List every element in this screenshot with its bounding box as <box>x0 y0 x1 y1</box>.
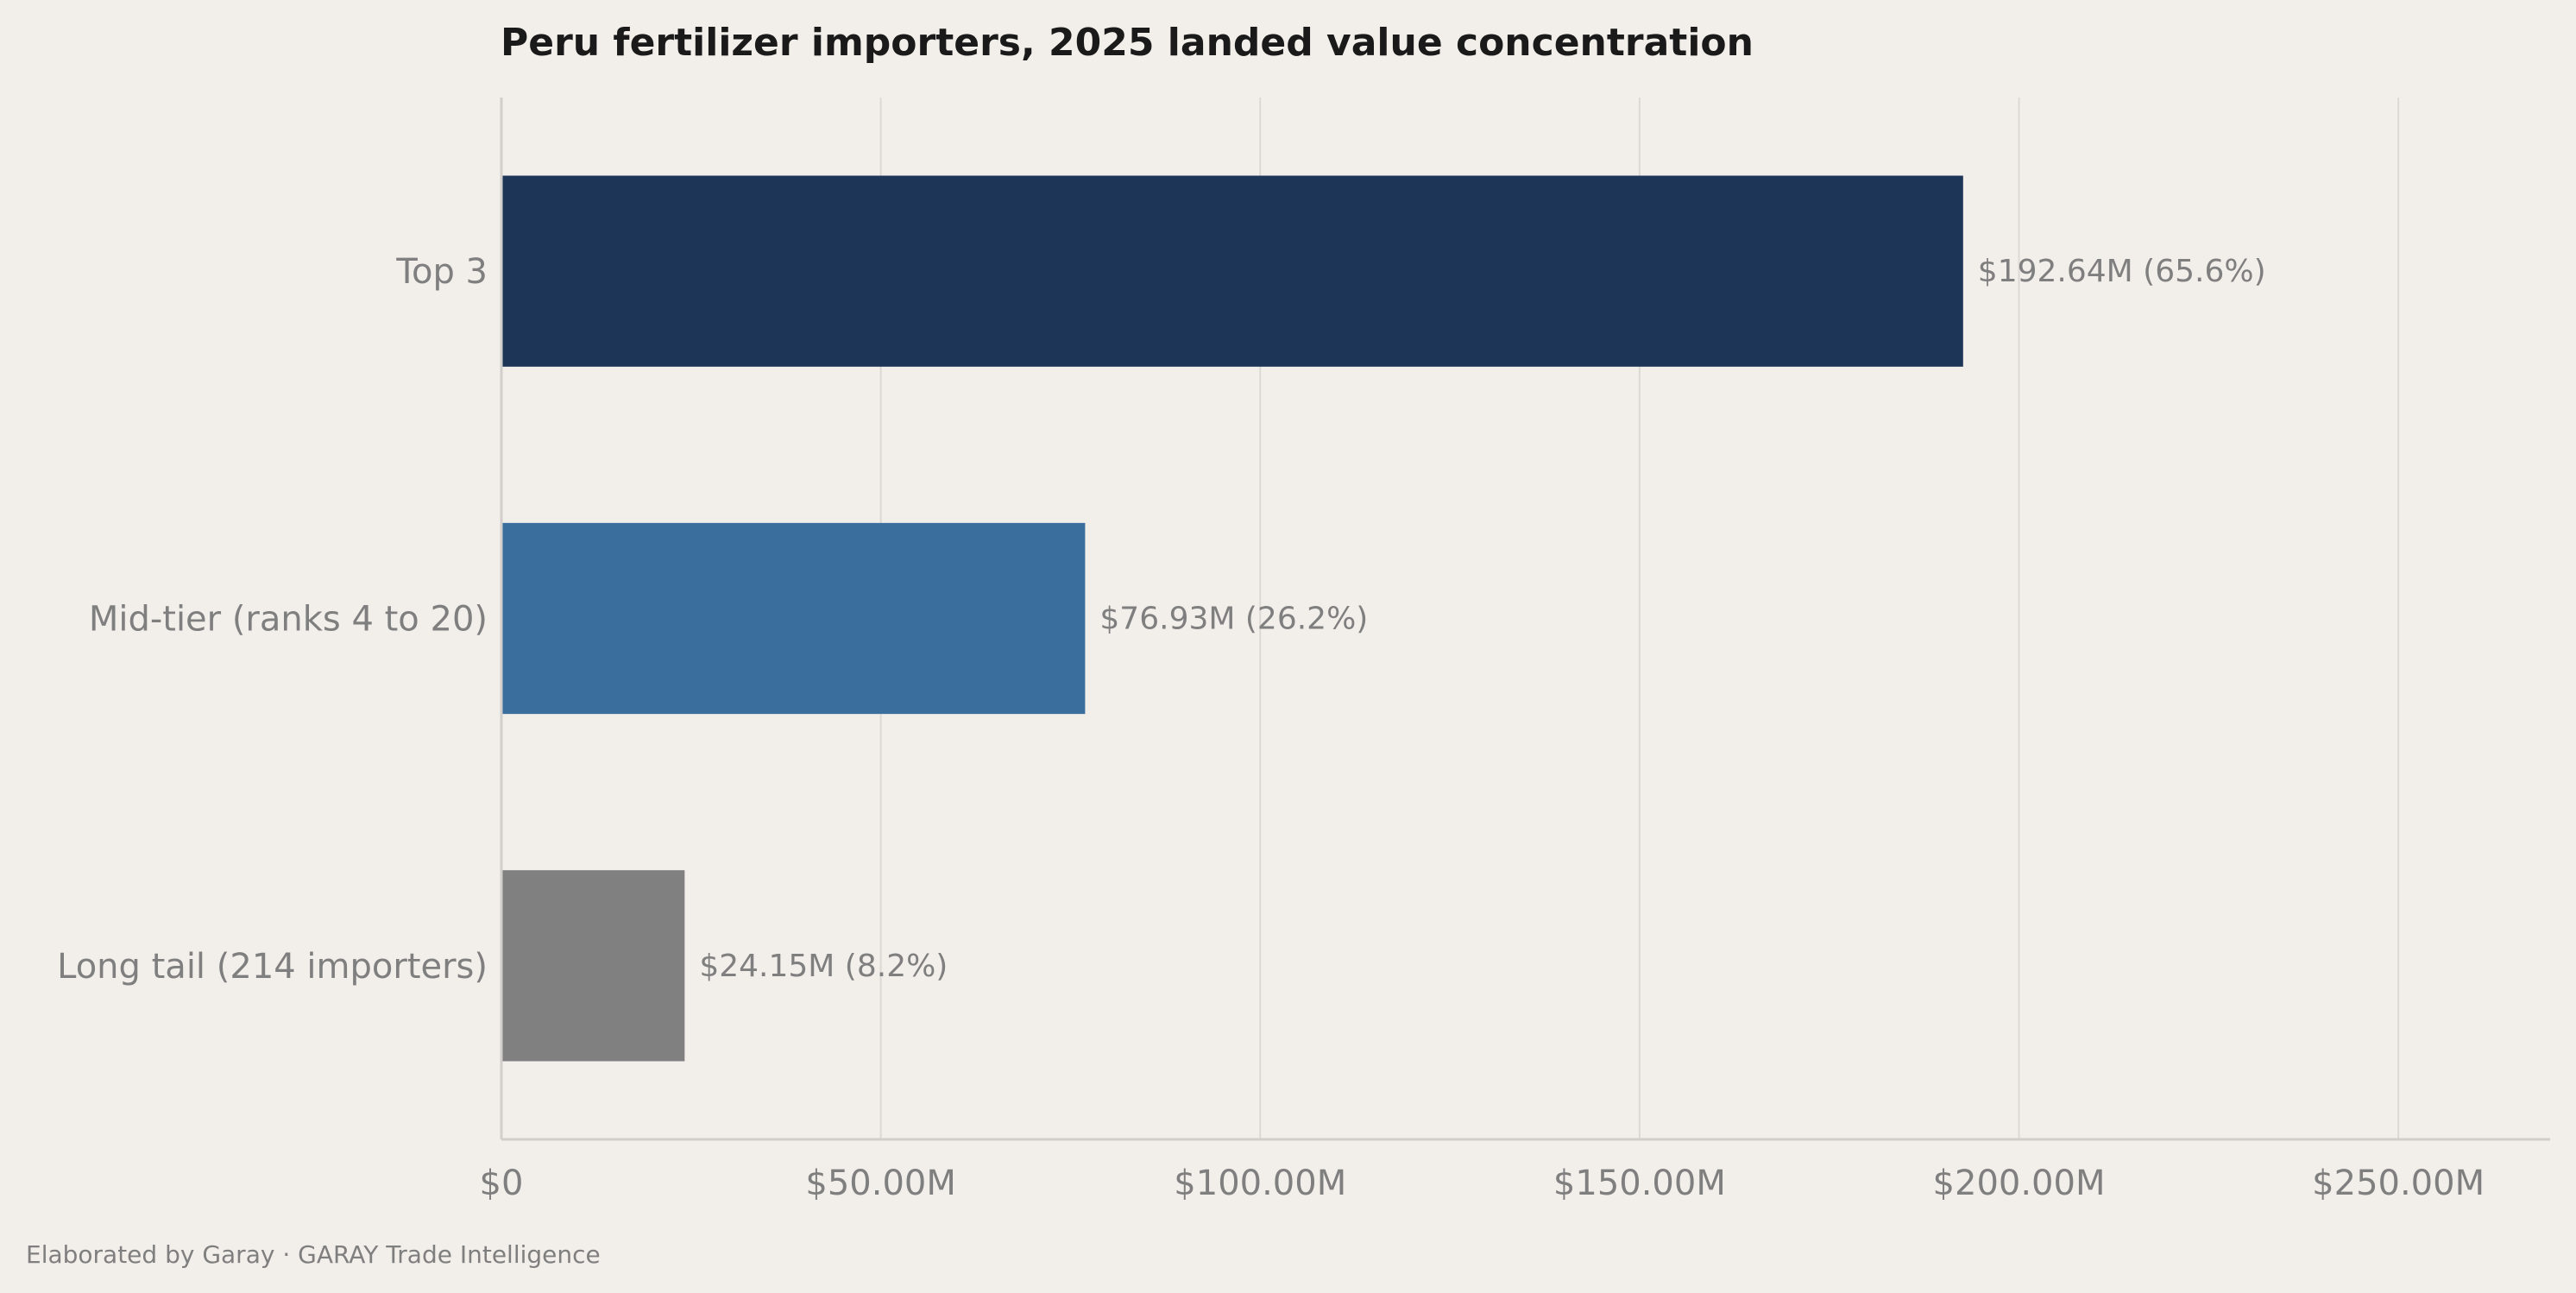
data-label: $76.93M (26.2%) <box>1099 602 1368 637</box>
data-labels: $192.64M (65.6%) $76.93M (26.2%) $24.15M (… <box>699 254 2265 984</box>
bar <box>501 522 1086 715</box>
x-tick-label: $250.00M <box>2312 1164 2485 1203</box>
category-label: Long tail (214 importers) <box>57 947 488 987</box>
category-label: Mid-tier (ranks 4 to 20) <box>89 600 488 640</box>
x-tick-label: $150.00M <box>1553 1164 1726 1203</box>
footer-credit: Elaborated by Garay · GARAY Trade Intell… <box>26 1240 601 1269</box>
bar <box>501 175 1963 367</box>
x-tick-label: $200.00M <box>1933 1164 2106 1203</box>
data-label: $24.15M (8.2%) <box>699 949 948 984</box>
category-labels: Top 3 Mid-tier (ranks 4 to 20) Long tail (… <box>57 252 488 987</box>
axes <box>500 98 2550 1141</box>
x-tick-label: $0 <box>480 1164 524 1203</box>
bar <box>501 870 685 1062</box>
category-label: Top 3 <box>395 252 488 292</box>
chart-title: Peru fertilizer importers, 2025 landed v… <box>501 21 1754 65</box>
x-tick-label: $50.00M <box>805 1164 955 1203</box>
x-tick-label: $100.00M <box>1174 1164 1346 1203</box>
bars <box>501 175 1963 1062</box>
x-tick-labels: $0 $50.00M $100.00M $150.00M $200.00M $250.00… <box>480 1164 2485 1203</box>
data-label: $192.64M (65.6%) <box>1978 254 2266 289</box>
